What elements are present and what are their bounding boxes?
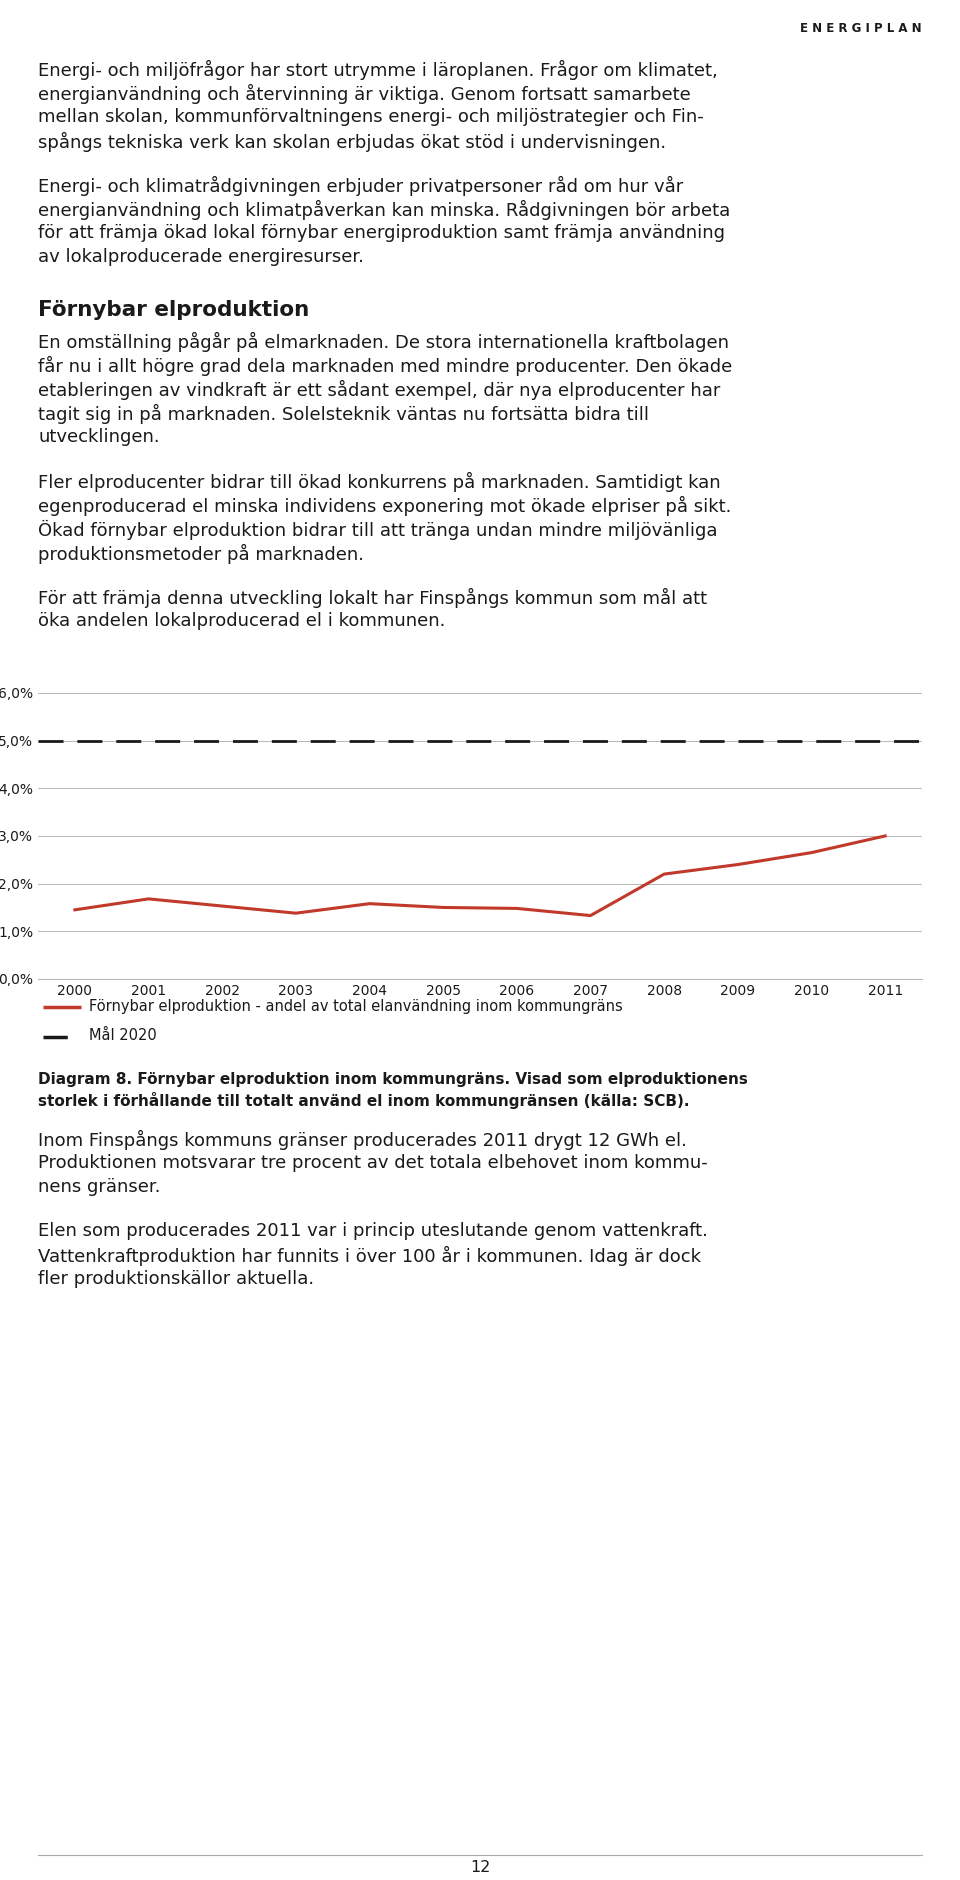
Text: av lokalproducerade energiresurser.: av lokalproducerade energiresurser.: [38, 248, 364, 265]
Text: Diagram 8. Förnybar elproduktion inom kommungräns. Visad som elproduktionens: Diagram 8. Förnybar elproduktion inom ko…: [38, 1072, 748, 1087]
Text: tagit sig in på marknaden. Solelsteknik väntas nu fortsätta bidra till: tagit sig in på marknaden. Solelsteknik …: [38, 404, 649, 425]
Text: En omställning pågår på elmarknaden. De stora internationella kraftbolagen: En omställning pågår på elmarknaden. De …: [38, 333, 729, 352]
Text: energianvändning och klimatpåverkan kan minska. Rådgivningen bör arbeta: energianvändning och klimatpåverkan kan …: [38, 199, 731, 220]
Text: utvecklingen.: utvecklingen.: [38, 429, 159, 446]
Text: fler produktionskällor aktuella.: fler produktionskällor aktuella.: [38, 1271, 314, 1288]
Text: Elen som producerades 2011 var i princip uteslutande genom vattenkraft.: Elen som producerades 2011 var i princip…: [38, 1222, 708, 1241]
Text: egenproducerad el minska individens exponering mot ökade elpriser på sikt.: egenproducerad el minska individens expo…: [38, 496, 732, 517]
Text: Energi- och klimatrådgivningen erbjuder privatpersoner råd om hur vår: Energi- och klimatrådgivningen erbjuder …: [38, 177, 684, 196]
Text: Fler elproducenter bidrar till ökad konkurrens på marknaden. Samtidigt kan: Fler elproducenter bidrar till ökad konk…: [38, 472, 721, 493]
Text: Vattenkraftproduktion har funnits i över 100 år i kommunen. Idag är dock: Vattenkraftproduktion har funnits i över…: [38, 1246, 701, 1265]
Text: Ökad förnybar elproduktion bidrar till att tränga undan mindre miljövänliga: Ökad förnybar elproduktion bidrar till a…: [38, 521, 717, 540]
Text: storlek i förhållande till totalt använd el inom kommungränsen (källa: SCB).: storlek i förhållande till totalt använd…: [38, 1092, 689, 1109]
Text: mellan skolan, kommunförvaltningens energi- och miljöstrategier och Fin-: mellan skolan, kommunförvaltningens ener…: [38, 107, 704, 126]
Text: produktionsmetoder på marknaden.: produktionsmetoder på marknaden.: [38, 543, 364, 564]
Text: etableringen av vindkraft är ett sådant exempel, där nya elproducenter har: etableringen av vindkraft är ett sådant …: [38, 380, 720, 400]
Text: Förnybar elproduktion: Förnybar elproduktion: [38, 301, 309, 320]
Text: Förnybar elproduktion - andel av total elanvändning inom kommungräns: Förnybar elproduktion - andel av total e…: [89, 998, 623, 1013]
Text: energianvändning och återvinning är viktiga. Genom fortsatt samarbete: energianvändning och återvinning är vikt…: [38, 85, 691, 103]
Text: öka andelen lokalproducerad el i kommunen.: öka andelen lokalproducerad el i kommune…: [38, 613, 445, 630]
Text: nens gränser.: nens gränser.: [38, 1179, 160, 1196]
Text: Energi- och miljöfrågor har stort utrymme i läroplanen. Frågor om klimatet,: Energi- och miljöfrågor har stort utrymm…: [38, 60, 718, 81]
Text: Mål 2020: Mål 2020: [89, 1028, 156, 1043]
Text: Produktionen motsvarar tre procent av det totala elbehovet inom kommu-: Produktionen motsvarar tre procent av de…: [38, 1154, 708, 1171]
Text: får nu i allt högre grad dela marknaden med mindre producenter. Den ökade: får nu i allt högre grad dela marknaden …: [38, 355, 732, 376]
Text: 12: 12: [469, 1859, 491, 1874]
Text: E N E R G I P L A N: E N E R G I P L A N: [801, 23, 922, 36]
Text: Inom Finspångs kommuns gränser producerades 2011 drygt 12 GWh el.: Inom Finspångs kommuns gränser producera…: [38, 1130, 686, 1151]
Text: spångs tekniska verk kan skolan erbjudas ökat stöd i undervisningen.: spångs tekniska verk kan skolan erbjudas…: [38, 132, 666, 152]
Text: för att främja ökad lokal förnybar energiproduktion samt främja användning: för att främja ökad lokal förnybar energ…: [38, 224, 725, 243]
Text: För att främja denna utveckling lokalt har Finspångs kommun som mål att: För att främja denna utveckling lokalt h…: [38, 588, 708, 607]
